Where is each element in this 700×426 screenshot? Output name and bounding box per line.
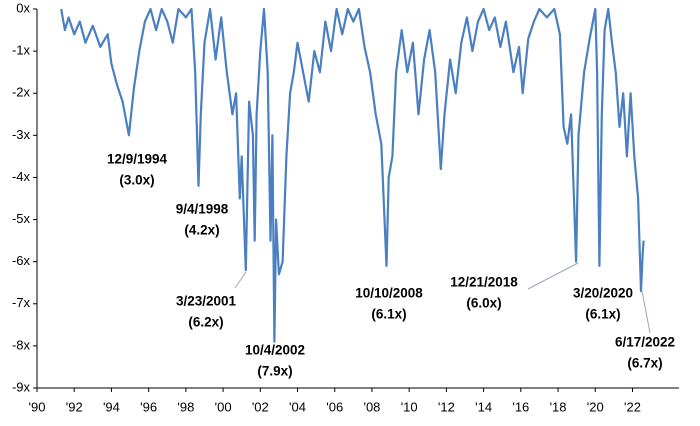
annotation-value: (6.2x) [188, 315, 223, 330]
y-tick-label: -9x [12, 379, 31, 394]
annotation-date: 6/17/2022 [615, 335, 675, 350]
annotation-connector [641, 290, 651, 334]
annotation-value: (7.9x) [257, 364, 292, 379]
y-tick-label: -5x [12, 211, 31, 226]
x-tick-label: '08 [363, 399, 380, 414]
x-tick-label: '16 [512, 399, 529, 414]
annotation-date: 10/4/2002 [245, 343, 305, 358]
annotation-date: 3/23/2001 [176, 294, 237, 309]
annotation-connector [234, 271, 247, 289]
y-tick-label: -4x [12, 169, 31, 184]
annotation-date: 12/9/1994 [107, 152, 168, 167]
data-line [60, 7, 645, 343]
x-tick-label: '00 [215, 399, 232, 414]
x-tick-label: '22 [624, 399, 641, 414]
x-tick-label: '02 [252, 399, 269, 414]
annotation-value: (6.1x) [585, 307, 620, 322]
x-tick-label: '92 [66, 399, 83, 414]
y-tick-label: -8x [12, 337, 31, 352]
y-tick-label: 0x [16, 0, 30, 15]
y-tick-label: -1x [12, 43, 31, 58]
annotation-date: 9/4/1998 [176, 202, 229, 217]
annotation-value: (4.2x) [184, 223, 219, 238]
annotation-value: (3.0x) [119, 173, 154, 188]
x-tick-label: '90 [29, 399, 46, 414]
annotation-date: 3/20/2020 [573, 286, 633, 301]
y-tick-label: -3x [12, 127, 31, 142]
x-tick-label: '94 [103, 399, 120, 414]
x-tick-label: '12 [438, 399, 455, 414]
annotation-value: (6.1x) [371, 307, 406, 322]
x-tick-label: '98 [177, 399, 194, 414]
x-tick-label: '18 [550, 399, 567, 414]
x-tick-label: '10 [401, 399, 418, 414]
y-tick-label: -2x [12, 85, 31, 100]
annotation-date: 10/10/2008 [355, 286, 423, 301]
y-tick-label: -7x [12, 295, 31, 310]
x-tick-label: '96 [140, 399, 157, 414]
x-tick-label: '06 [326, 399, 343, 414]
y-tick-label: -6x [12, 253, 31, 268]
annotation-date: 12/21/2018 [450, 275, 518, 290]
annotation-value: (6.7x) [627, 356, 662, 371]
x-tick-label: '20 [587, 399, 604, 414]
x-tick-label: '14 [475, 399, 492, 414]
annotation-value: (6.0x) [466, 296, 501, 311]
x-tick-label: '04 [289, 399, 306, 414]
annotation-connector [527, 262, 579, 290]
